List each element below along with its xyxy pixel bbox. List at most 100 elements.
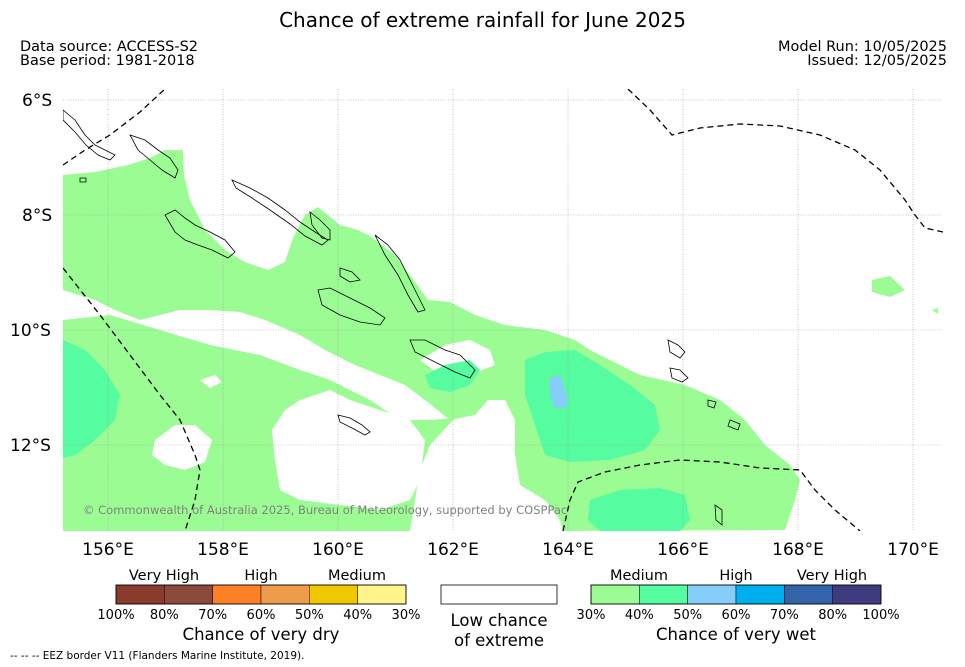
wet-category-medium: Medium — [610, 568, 668, 584]
coast-rennell — [337, 414, 371, 436]
low-chance-line1: Low chance — [450, 611, 547, 630]
grid — [63, 89, 943, 531]
dry-tick-label: 30% — [392, 608, 421, 623]
dry-category-medium: Medium — [328, 568, 386, 584]
wet-swatches — [590, 584, 882, 605]
wet-tick-label: 80% — [818, 608, 847, 623]
lat-label: 6°S — [22, 91, 52, 111]
dry-colorbar-title: Chance of very dry — [183, 625, 340, 644]
eez-w — [63, 267, 201, 531]
lon-label: 162°E — [427, 540, 479, 560]
eez-border-note: -- -- -- EEZ border V11 (Flanders Marine… — [10, 650, 305, 662]
wet-swatch — [735, 584, 785, 605]
dry-tick-label: 40% — [343, 608, 372, 623]
wet-medium-east-dot — [932, 308, 938, 314]
meta-right: Model Run: 10/05/2025 Issued: 12/05/2025 — [777, 39, 947, 69]
lon-labels: 156°E 158°E 160°E 162°E 164°E 166°E 168°… — [82, 540, 939, 560]
coast-bougainville — [129, 134, 179, 179]
coastlines — [63, 109, 741, 526]
wet-swatch — [832, 584, 882, 605]
model-run: Model Run: 10/05/2025 — [777, 39, 947, 55]
dry-tick-label: 70% — [198, 608, 227, 623]
wet-high-west — [63, 340, 120, 458]
wet-tick-label: 30% — [577, 608, 606, 623]
wet-swatch — [590, 584, 640, 605]
dry-category-high: High — [244, 568, 277, 584]
coast-png-tip — [63, 109, 116, 161]
wet-very-high-spot — [550, 375, 568, 408]
low-chance-swatch — [440, 584, 558, 605]
wet-medium-east-blob — [872, 276, 905, 297]
dry-tick-label: 80% — [150, 608, 179, 623]
dry-swatch — [212, 584, 262, 605]
wet-tick-label: 40% — [625, 608, 654, 623]
coast-makira — [409, 339, 476, 379]
lon-label: 166°E — [657, 540, 709, 560]
coast-guadalcanal — [317, 287, 386, 326]
dry-swatch — [115, 584, 165, 605]
dry-swatch — [164, 584, 213, 605]
coast-choiseul — [231, 179, 329, 246]
dry-swatch — [309, 584, 358, 605]
wet-tick-label: 70% — [770, 608, 799, 623]
wet-high-east — [525, 350, 660, 462]
low-chance-line2: of extreme — [454, 631, 544, 650]
coast-vanuatu-4 — [714, 504, 723, 526]
wet-tick-label: 60% — [722, 608, 751, 623]
wet-colorbar-title: Chance of very wet — [656, 625, 817, 644]
wet-tick-label: 50% — [673, 608, 702, 623]
coast-vanuatu-3 — [727, 419, 741, 431]
wet-colorbar: Medium High Very High 30% 40% 50% 60% 70% 80%… — [577, 568, 900, 644]
eez-borders — [63, 89, 943, 531]
dry-swatch — [260, 584, 310, 605]
wet-swatch — [687, 584, 737, 605]
wet-swatch — [784, 584, 833, 605]
dry-swatch — [357, 584, 407, 605]
wet-category-high: High — [719, 568, 752, 584]
coast-vanuatu-2 — [707, 399, 717, 409]
base-period: Base period: 1981-2018 — [20, 53, 195, 69]
low-chance-hole — [272, 390, 425, 510]
eez-nw — [63, 89, 166, 166]
coast-temotu — [667, 339, 686, 359]
low-chance-legend: Low chance of extreme — [440, 584, 558, 650]
lat-label: 8°S — [22, 206, 52, 226]
dry-tick-label: 50% — [295, 608, 324, 623]
coast-small-2 — [339, 267, 361, 283]
coast-malaita — [374, 234, 426, 313]
chart-title: Chance of extreme rainfall for June 2025 — [279, 8, 686, 32]
map-copyright: © Commonwealth of Australia 2025, Bureau… — [83, 503, 567, 517]
lon-label: 158°E — [197, 540, 249, 560]
dry-tick-label: 60% — [247, 608, 276, 623]
lat-label: 10°S — [10, 321, 51, 341]
lon-label: 156°E — [82, 540, 134, 560]
meta-left: Data source: ACCESS-S2 Base period: 1981… — [20, 40, 198, 69]
low-chance-hole-3 — [200, 375, 222, 388]
issued-date: Issued: 12/05/2025 — [807, 53, 947, 69]
wet-ticks: 30% 40% 50% 60% 70% 80% 100% — [577, 608, 900, 623]
coast-vanuatu-n — [669, 367, 689, 383]
dry-category-very-high: Very High — [129, 568, 199, 584]
coast-santa-isabel — [309, 211, 331, 241]
coast-small-1 — [79, 177, 87, 183]
lat-label: 12°S — [10, 436, 51, 456]
low-chance-hole-2 — [152, 425, 212, 470]
wet-high-south — [588, 488, 690, 531]
wet-tick-label: 100% — [862, 608, 899, 623]
dry-ticks: 100% 80% 70% 60% 50% 40% 30% — [97, 608, 420, 623]
dry-swatches — [115, 584, 407, 605]
dry-tick-label: 100% — [97, 608, 134, 623]
lat-labels: 6°S 8°S 10°S 12°S — [10, 91, 52, 456]
wet-high-island — [425, 360, 480, 392]
eez-ne — [627, 89, 943, 233]
lon-label: 168°E — [772, 540, 824, 560]
map-area: © Commonwealth of Australia 2025, Bureau… — [63, 89, 943, 531]
wet-category-very-high: Very High — [797, 568, 867, 584]
coast-new-georgia — [164, 209, 236, 259]
wet-swatch — [639, 584, 688, 605]
lon-label: 170°E — [887, 540, 939, 560]
dry-colorbar: Very High High Medium 100% 80% 70% 60% 50% 40… — [97, 568, 420, 644]
lon-label: 160°E — [312, 540, 364, 560]
lon-label: 164°E — [542, 540, 594, 560]
